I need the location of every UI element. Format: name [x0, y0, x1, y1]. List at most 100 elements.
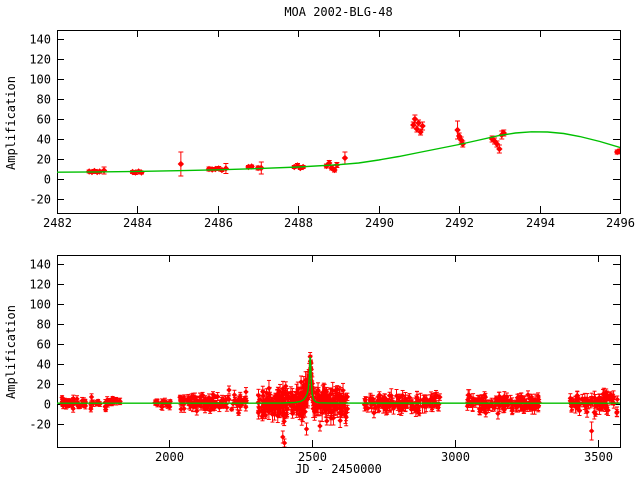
y-tick-label: 60 [37, 338, 51, 352]
data-point [521, 406, 527, 414]
data-point [402, 400, 409, 413]
data-point [263, 398, 269, 418]
data-point [281, 438, 288, 447]
data-point [181, 404, 187, 413]
data-point [191, 395, 198, 403]
data-point [258, 161, 265, 175]
data-point [280, 403, 287, 422]
data-point [265, 399, 272, 412]
data-point [344, 392, 351, 401]
x-tick-label: 3000 [441, 450, 470, 464]
data-point [303, 422, 310, 436]
data-point [242, 395, 248, 402]
y-tick-label: 0 [44, 398, 51, 412]
model-curve [57, 356, 620, 404]
data-point [423, 394, 430, 405]
y-tick-label: 140 [29, 33, 51, 47]
data-point [608, 392, 615, 406]
x-axis-label: JD - 2450000 [295, 462, 382, 476]
data-point [231, 389, 238, 401]
x-tick-label: 2492 [445, 216, 474, 230]
data-point [343, 408, 349, 427]
y-tick-label: -20 [29, 418, 51, 432]
data-point [588, 421, 595, 441]
data-point [260, 399, 266, 413]
y-tick-label: 20 [37, 153, 51, 167]
data-point [293, 400, 300, 416]
data-point [260, 389, 266, 403]
data-point [334, 385, 340, 394]
x-tick-label: 2484 [123, 216, 152, 230]
data-point [75, 403, 82, 410]
data-point [214, 392, 221, 402]
data-point [206, 393, 212, 402]
y-tick-label: 100 [29, 73, 51, 87]
data-point [298, 375, 304, 389]
panel-bottom: 2000 2500 3000 3500 -20 0 20 40 60 80 100 120 140 [29, 255, 621, 464]
data-point [406, 393, 413, 402]
data-point [509, 403, 516, 414]
y-tick-label: -20 [29, 193, 51, 207]
y-tick-label: 0 [44, 173, 51, 187]
data-point [270, 399, 276, 414]
x-tick-label: 2486 [204, 216, 233, 230]
y-tick-label: 40 [37, 358, 51, 372]
data-point [457, 136, 465, 144]
x-tick-label: 2482 [43, 216, 72, 230]
y-tick-label: 120 [29, 278, 51, 292]
data-point [324, 416, 330, 426]
axis-ticks [57, 30, 621, 213]
y-tick-label: 100 [29, 298, 51, 312]
tick-labels: 2482 2484 2486 2488 2490 2492 2494 2496 -20 0 20 40… [29, 33, 635, 231]
data-point [525, 390, 531, 400]
data-point [276, 408, 283, 419]
data-point [481, 406, 487, 414]
data-point [616, 147, 620, 155]
data-point [88, 405, 94, 413]
y-tick-label: 120 [29, 53, 51, 67]
data-point [197, 392, 203, 402]
data-point [327, 398, 334, 413]
data-point [317, 420, 323, 432]
chart-title: MOA 2002-BLG-48 [284, 5, 393, 19]
data-point [465, 389, 471, 401]
x-tick-label: 2490 [365, 216, 394, 230]
data-point [284, 401, 290, 418]
data-points [85, 114, 620, 177]
data-point [384, 401, 390, 415]
data-point [496, 391, 503, 402]
data-point [430, 393, 436, 405]
data-point [260, 410, 266, 420]
data-point [109, 398, 115, 407]
data-point [363, 404, 369, 411]
data-point [496, 144, 503, 154]
y-tick-label: 140 [29, 258, 51, 272]
data-point [304, 371, 310, 388]
data-point [334, 393, 341, 404]
data-point [594, 400, 600, 411]
data-point [341, 151, 349, 165]
data-point [276, 399, 282, 409]
y-tick-label: 60 [37, 113, 51, 127]
data-point [103, 406, 109, 413]
x-tick-label: 2488 [284, 216, 313, 230]
data-point [339, 397, 345, 416]
data-point [243, 387, 249, 397]
data-point [228, 406, 235, 413]
data-point [100, 166, 108, 175]
data-point [379, 395, 386, 406]
data-point [524, 401, 530, 412]
data-point [614, 408, 620, 417]
data-point [477, 407, 483, 416]
plot-border [57, 30, 621, 214]
data-points [59, 351, 620, 447]
data-point [210, 405, 216, 412]
data-point [74, 395, 80, 403]
data-point [88, 393, 95, 401]
plot-border [57, 255, 621, 448]
x-tick-label: 2000 [155, 450, 184, 464]
data-point [513, 401, 520, 413]
data-point [226, 385, 232, 395]
